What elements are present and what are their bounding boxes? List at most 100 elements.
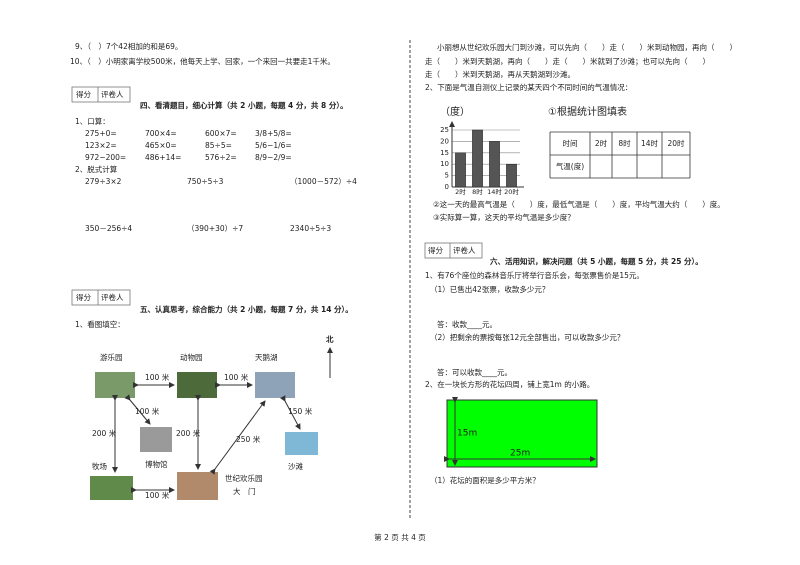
question: 1、有76个座位的森林音乐厅将举行音乐会，每张票售价是15元。 — [425, 270, 644, 280]
question: 1、看图填空： — [75, 319, 125, 329]
distance-label: 200 米 — [176, 428, 201, 438]
distance-label: 250 米 — [236, 434, 261, 444]
y-tick-label: 20 — [440, 137, 449, 145]
oral-item: 486+14= — [145, 153, 181, 162]
table-header: 14时 — [641, 138, 659, 148]
page-footer: 第 2 页 共 4 页 — [374, 532, 426, 542]
oral-grid: 275+0= 700×4= 600×7= 3/8+5/8= 123×2= 465×0= 85… — [85, 129, 292, 162]
place-image — [95, 372, 135, 398]
north-label: 北 — [326, 334, 334, 344]
oral-item: 3/8+5/8= — [255, 129, 292, 138]
question: 小丽想从世纪欢乐园大门到沙滩，可以先向（ ）走（ ）米到动物园，再向（ ） — [437, 42, 737, 52]
oral-item: 972−200= — [85, 153, 126, 162]
question: （1）已售出42张票，收款多少元？ — [430, 284, 549, 294]
y-tick-label: 25 — [440, 126, 449, 134]
temperature-chart: 0 5 10 15 20 25 2时 8时 14时 20时 — [440, 121, 524, 196]
bar — [506, 163, 517, 188]
question: （1）花坛的面积是多少平方米？ — [430, 475, 540, 485]
score-label: 评卷人 — [101, 89, 124, 99]
place-image — [140, 427, 172, 452]
x-tick-label: 2时 — [455, 187, 466, 196]
step-item: 350－256÷4 — [85, 224, 132, 233]
distance-label: 100 米 — [135, 406, 160, 416]
place-label: 天鹅湖 — [255, 352, 278, 362]
score-box — [424, 242, 483, 259]
question: 10、（ ）小明家离学校500米，他每天上学、回家，一个来回一共要走1千米。 — [70, 56, 335, 66]
table-title: ①根据统计图填表 — [548, 105, 627, 118]
question: 1、口算： — [75, 116, 110, 126]
x-tick-label: 14时 — [487, 187, 502, 196]
oral-item: 275+0= — [85, 129, 117, 138]
question: 走（ ）米到天鹅湖，再从天鹅湖到沙滩。 — [425, 69, 575, 79]
score-box — [71, 86, 131, 103]
width-label: 15m — [457, 429, 477, 439]
score-label: 评卷人 — [453, 245, 476, 255]
step-item: （1000－572）÷4 — [290, 177, 357, 186]
step-item: 279÷3×2 — [85, 177, 122, 186]
length-label: 25m — [510, 449, 530, 459]
oral-item: 700×4= — [145, 129, 177, 138]
distance-label: 200 米 — [92, 428, 117, 438]
step-item: 750÷5÷3 — [187, 177, 224, 186]
table-header: 20时 — [667, 138, 685, 148]
question: 走（ ）米到天鹅湖，再向（ ）走（ ）米就到了沙滩；也可以先向（ ） — [425, 56, 710, 66]
bar — [489, 141, 500, 188]
bar — [472, 129, 483, 188]
oral-item: 85÷5= — [205, 141, 232, 150]
x-tick-label: 8时 — [472, 187, 483, 196]
place-label: 牧场 — [92, 461, 107, 471]
flower-bed — [446, 399, 598, 468]
step-item: （390+30）÷7 — [187, 224, 243, 233]
place-label: 沙滩 — [288, 461, 303, 471]
place-label: 世纪欢乐园 — [225, 473, 263, 483]
score-label: 得分 — [76, 292, 91, 302]
map: 北 游乐园 动物园 天鹅湖 博物馆 牧场 沙滩 世纪欢乐园 大 门 100 米 … — [90, 334, 334, 500]
y-tick-label: 10 — [440, 160, 449, 168]
answer: 答：收款____元。 — [437, 319, 497, 329]
question: ②这一天的最高气温是（ ）度，最低气温是（ ）度，平均气温大约（ ）度。 — [433, 199, 725, 209]
oral-item: 123×2= — [85, 141, 117, 150]
question: 2、在一块长方形的花坛四周，铺上宽1m 的小路。 — [425, 379, 594, 389]
question: 2、下面是气温自测仪上记录的某天四个不同时间的气温情况： — [425, 82, 632, 92]
route-lines — [112, 382, 301, 493]
place-label: 游乐园 — [100, 352, 123, 362]
place-label: 大 门 — [233, 486, 256, 496]
oral-item: 600×7= — [205, 129, 237, 138]
distance-label: 100 米 — [224, 372, 249, 382]
place-image — [177, 472, 218, 500]
bar — [455, 152, 466, 188]
oral-item: 8/9−2/9= — [255, 153, 292, 162]
steps-grid: 279÷3×2 750÷5÷3 （1000－572）÷4 350－256÷4 （390+… — [85, 177, 357, 233]
question: 9、（ ）7个42相加的和是69。 — [75, 41, 182, 51]
x-tick-label: 20时 — [504, 187, 519, 196]
place-image — [255, 372, 295, 398]
place-label: 动物园 — [180, 352, 203, 362]
section-title: 六、活用知识，解决问题（共 5 小题，每题 5 分，共 25 分）。 — [490, 256, 703, 266]
distance-label: 100 米 — [145, 372, 170, 382]
step-item: 2340÷5÷3 — [290, 224, 331, 233]
score-box — [71, 289, 131, 306]
question: ③实际算一算，这天的平均气温是多少度？ — [433, 212, 575, 222]
oral-item: 465×0= — [145, 141, 177, 150]
question: （2）把剩余的票按每张12元全部售出，可以收款多少元？ — [430, 332, 624, 342]
oral-item: 576÷2= — [205, 153, 237, 162]
table-header: 2时 — [595, 138, 608, 148]
question: 2、脱式计算 — [75, 164, 118, 174]
score-label: 得分 — [76, 89, 91, 99]
place-label: 博物馆 — [145, 459, 168, 469]
oral-item: 5/6−1/6= — [255, 141, 292, 150]
section-title: 四、看清题目，细心计算（共 2 小题，每题 4 分，共 8 分）。 — [140, 100, 348, 110]
table-header: 时间 — [563, 138, 578, 148]
y-tick-label: 0 — [445, 183, 449, 191]
answer: 答：可以收款____元。 — [437, 367, 512, 377]
place-image — [285, 432, 318, 455]
y-tick-label: 15 — [440, 149, 449, 157]
table-row-label: 气温(度) — [556, 161, 584, 171]
distance-label: 150 米 — [288, 406, 313, 416]
table-header: 8时 — [618, 138, 631, 148]
y-tick-label: 5 — [445, 172, 449, 180]
place-image — [90, 476, 133, 500]
section-title: 五、认真思考，综合能力（共 2 小题，每题 7 分，共 14 分）。 — [140, 304, 353, 314]
score-label: 得分 — [428, 245, 443, 255]
